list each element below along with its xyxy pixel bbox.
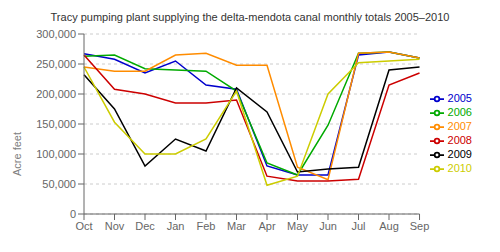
svg-text:Acre feet: Acre feet	[11, 132, 23, 176]
svg-text:Feb: Feb	[197, 220, 216, 232]
svg-text:200,000: 200,000	[36, 88, 76, 100]
svg-text:May: May	[287, 220, 308, 232]
html-text:2006: 2006	[447, 105, 472, 118]
svg-text:150,000: 150,000	[36, 118, 76, 130]
svg-text:Dec: Dec	[135, 220, 155, 232]
html-text:2005: 2005	[447, 91, 472, 104]
svg-text:Mar: Mar	[227, 220, 246, 232]
svg-text:250,000: 250,000	[36, 58, 76, 70]
html-text:2009: 2009	[447, 148, 472, 161]
svg-text:Apr: Apr	[258, 220, 275, 232]
svg-text:50,000: 50,000	[42, 178, 76, 190]
svg-text:Nov: Nov	[105, 220, 125, 232]
svg-text:Jun: Jun	[319, 220, 337, 232]
html-text:2010: 2010	[447, 162, 472, 175]
html-text:2007: 2007	[447, 119, 472, 132]
svg-text:Oct: Oct	[75, 220, 92, 232]
html-text:2008: 2008	[447, 134, 472, 146]
html-text:Tracy pumping plant supplying: Tracy pumping plant supplying the delta-…	[50, 11, 450, 23]
svg-text:Jul: Jul	[351, 220, 365, 232]
svg-text:Sep: Sep	[410, 220, 430, 232]
svg-text:Jan: Jan	[167, 220, 185, 232]
svg-text:300,000: 300,000	[36, 28, 76, 40]
svg-text:0: 0	[70, 208, 76, 220]
svg-text:Aug: Aug	[379, 220, 399, 232]
svg-text:100,000: 100,000	[36, 148, 76, 160]
